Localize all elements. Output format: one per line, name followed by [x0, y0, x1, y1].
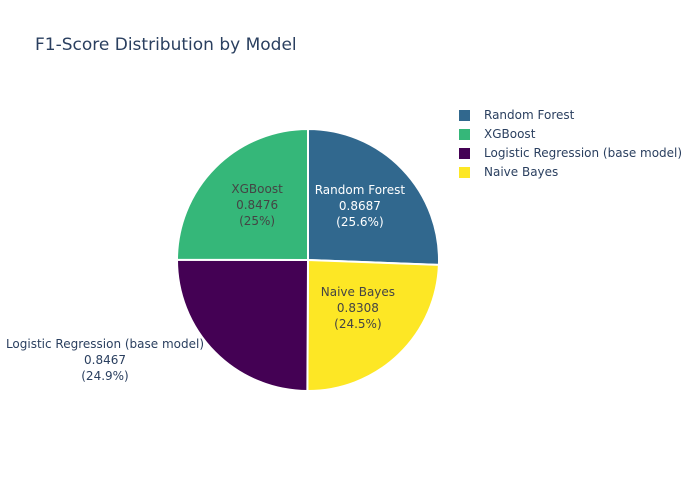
pie-slice[interactable]: [307, 127, 440, 266]
legend-item[interactable]: Naive Bayes: [459, 165, 558, 179]
legend: Random Forest XGBoost Logistic Regression …: [459, 108, 682, 179]
slice-label: Logistic Regression (base model) 0.8467 (2…: [6, 337, 204, 383]
slice-label: XGBoost 0.8476 (25%): [231, 182, 283, 228]
legend-label: Logistic Regression (base model): [484, 146, 682, 160]
slice-label-line: 0.8687: [339, 199, 381, 213]
pie-slice[interactable]: [175, 127, 309, 262]
slice-label-line: (24.9%): [81, 369, 128, 383]
legend-item[interactable]: XGBoost: [459, 127, 536, 141]
legend-swatch: [459, 167, 470, 178]
legend-label: Random Forest: [484, 108, 575, 122]
legend-label: XGBoost: [484, 127, 536, 141]
pie-slices: [175, 127, 440, 393]
slice-label-line: 0.8467: [84, 353, 126, 367]
slice-labels: Random Forest 0.8687 (25.6%) Naive Bayes 0.8…: [6, 182, 405, 383]
slice-label-line: 0.8308: [337, 301, 379, 315]
legend-item[interactable]: Random Forest: [459, 108, 575, 122]
pie-slice[interactable]: [306, 258, 440, 393]
chart-title: F1-Score Distribution by Model: [35, 35, 297, 55]
slice-label-line: (25.6%): [336, 215, 383, 229]
slice-label-line: Naive Bayes: [321, 285, 395, 299]
legend-swatch: [459, 110, 470, 121]
slice-label-line: XGBoost: [231, 182, 283, 196]
legend-item[interactable]: Logistic Regression (base model): [459, 146, 682, 160]
slice-label-line: Logistic Regression (base model): [6, 337, 204, 351]
slice-label-line: (24.5%): [334, 317, 381, 331]
slice-label-line: (25%): [239, 214, 275, 228]
slice-label-line: 0.8476: [236, 198, 278, 212]
legend-label: Naive Bayes: [484, 165, 558, 179]
slice-label: Naive Bayes 0.8308 (24.5%): [321, 285, 395, 331]
slice-label: Random Forest 0.8687 (25.6%): [315, 183, 406, 229]
pie-slice[interactable]: [175, 258, 310, 393]
slice-label-line: Random Forest: [315, 183, 406, 197]
legend-swatch: [459, 129, 470, 140]
legend-swatch: [459, 148, 470, 159]
